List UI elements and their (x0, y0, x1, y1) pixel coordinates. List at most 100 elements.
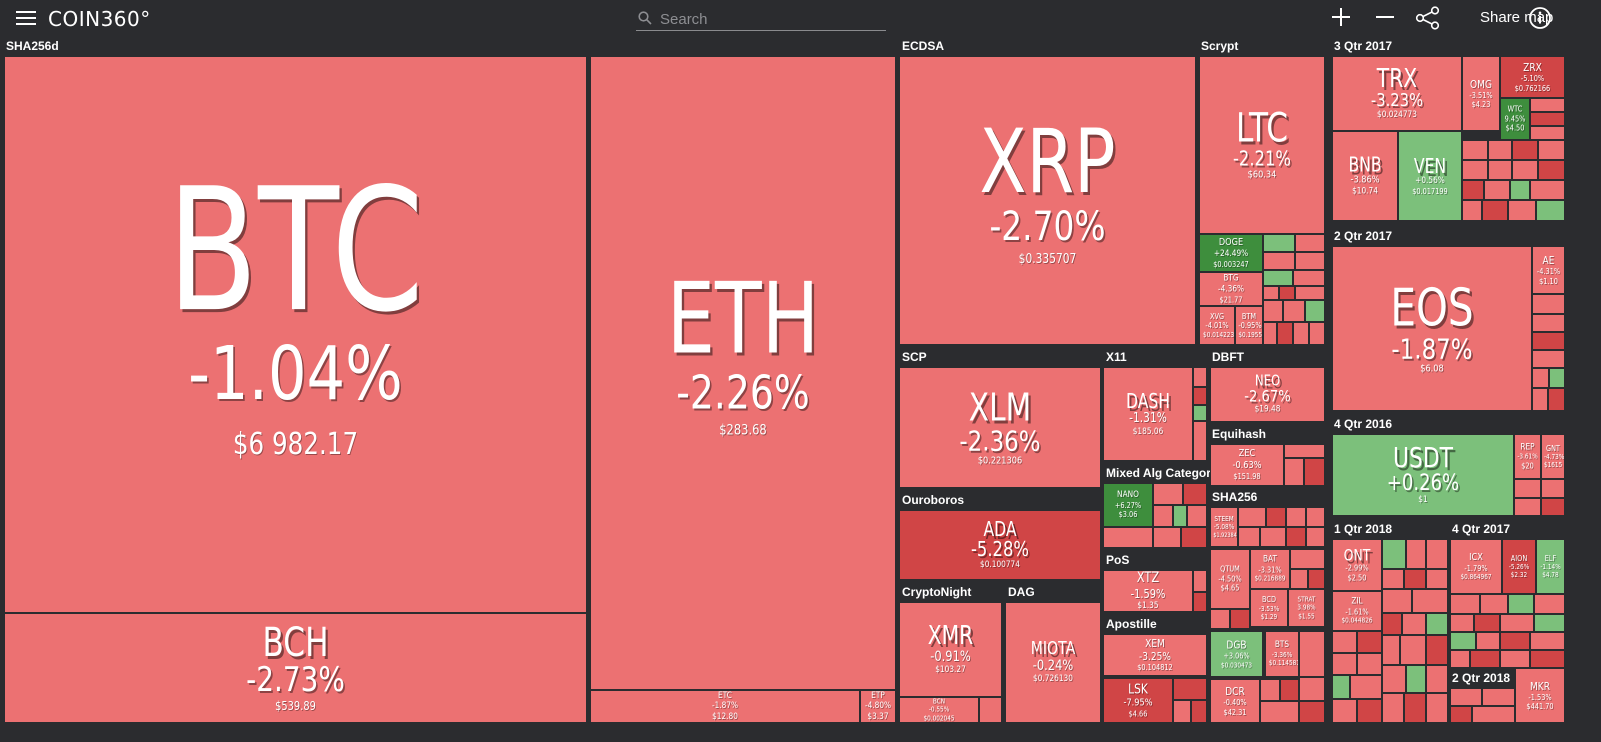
tile-zrx-change: -5.10% (1520, 74, 1545, 83)
tile-xtz[interactable]: XTZ -1.59% $1.35 (1103, 570, 1193, 612)
tile-dgb[interactable]: DGB +3.06% $0.030473 (1210, 631, 1263, 677)
tile-xem[interactable]: XEM -3.25% $0.104812 (1103, 634, 1207, 676)
tile-strat[interactable]: STRAT 3.98% $1.55 (1288, 589, 1325, 627)
tile-neo[interactable]: NEO -2.67% $19.48 (1210, 367, 1325, 422)
tile-dcr[interactable]: DCR -0.40% $42.31 (1210, 679, 1260, 723)
tile-xlm-symbol: XLM (968, 384, 1032, 429)
tile-etc-change: -1.87% (711, 701, 739, 712)
tile-etp[interactable]: ETP -4.80% $3.37 (860, 690, 896, 723)
search-box[interactable] (636, 8, 886, 31)
tile-bcn-change: -0.55% (928, 705, 950, 714)
tile-steem[interactable]: STEEM -5.08% $1.92384 (1210, 507, 1238, 547)
tile-bat[interactable]: BAT -3.31% $0.216889 (1250, 549, 1290, 589)
tile-xmr[interactable]: XMR -0.91% $103.27 (899, 602, 1002, 697)
tile-xlm[interactable]: XLM -2.36% $0.221306 (899, 367, 1101, 488)
tile-bch[interactable]: BCH -2.73% $539.89 (4, 613, 587, 723)
tile-bcn[interactable]: BCN -0.55% $0.002045 (899, 697, 979, 723)
share-map-button[interactable]: Share map (1480, 9, 1554, 26)
tile-btc-price: $6 982.17 (232, 427, 359, 463)
tile-gnt[interactable]: GNT -4.73% $1615 (1541, 434, 1565, 479)
tile-qtum-change: -4.50% (1218, 574, 1242, 584)
tile-gnt-change: -4.73% (1543, 452, 1565, 461)
tile-zrx[interactable]: ZRX -5.10% $0.762166 (1500, 56, 1565, 98)
tile-trx[interactable]: TRX -3.23% $0.024773 (1332, 56, 1462, 131)
tile-dash[interactable]: DASH -1.31% $185.06 (1103, 367, 1193, 461)
tile-wtc[interactable]: WTC 9.45% $4.50 (1500, 98, 1530, 140)
tile-bcd[interactable]: BCD -3.53% $1.29 (1250, 589, 1288, 627)
tile-miota-symbol: MIOTA (1030, 637, 1076, 659)
zoom-out-icon[interactable] (1374, 6, 1396, 28)
tile-bts[interactable]: BTS -3.36% $0.114581 (1265, 631, 1299, 677)
tile-etp-change: -4.80% (864, 701, 892, 712)
small-coins-mosaic-q2 (1532, 294, 1565, 411)
search-input[interactable] (658, 8, 882, 30)
tile-ont[interactable]: ONT -2.99% $2.50 (1332, 539, 1382, 591)
tile-ada[interactable]: ADA -5.28% $0.100774 (899, 510, 1101, 580)
tile-usdt-price: $1 (1418, 495, 1428, 506)
tile-miota[interactable]: MIOTA -0.24% $0.726130 (1005, 602, 1101, 723)
tile-usdt[interactable]: USDT +0.26% $1 (1332, 434, 1514, 516)
tile-qtum[interactable]: QTUM -4.50% $4.65 (1210, 549, 1250, 609)
tile-xrp-symbol: XRP (979, 109, 1116, 213)
tile-ae[interactable]: AE -4.31% $1.10 (1532, 246, 1565, 294)
tile-zec[interactable]: ZEC -0.63% $151.98 (1210, 444, 1284, 486)
tile-bcn-price: $0.002045 (923, 714, 955, 723)
tile-neo-price: $19.48 (1254, 405, 1281, 415)
tile-zil[interactable]: ZIL -1.61% $0.044826 (1332, 591, 1382, 631)
small-coins-mosaic-q3a (1530, 98, 1565, 140)
zoom-in-icon[interactable] (1330, 6, 1352, 28)
tile-doge[interactable]: DOGE +24.49% $0.003247 (1199, 234, 1263, 272)
tile-eth[interactable]: ETH -2.26% $283.68 (590, 56, 896, 690)
tile-mkr[interactable]: MKR -1.53% $441.70 (1515, 668, 1565, 723)
tile-xem-price: $0.104812 (1137, 663, 1173, 673)
tile-ae-price: $1.10 (1539, 276, 1558, 286)
tile-ae-symbol: AE (1542, 253, 1555, 267)
tile-xtz-symbol: XTZ (1136, 570, 1160, 587)
tile-miota-change: -0.24% (1032, 657, 1074, 674)
hamburger-menu-icon[interactable] (16, 11, 36, 25)
small-coins-mosaic-apostille (1173, 678, 1207, 723)
tile-aion[interactable]: AION -5.26% $2.32 (1502, 539, 1536, 594)
tile-ont-price: $2.50 (1347, 573, 1367, 582)
tile-bnb-change: -3.86% (1350, 174, 1380, 186)
app-logo[interactable]: COIN360° (48, 7, 151, 31)
tile-dcr-change: -0.40% (1223, 698, 1247, 707)
tile-omg[interactable]: OMG -3.51% $4.23 (1462, 56, 1500, 131)
tile-dash-change: -1.31% (1129, 410, 1167, 426)
tile-xtz-change: -1.59% (1130, 586, 1166, 601)
group-label-mixed-alg: Mixed Alg Category (1106, 466, 1218, 480)
tile-neo-change: -2.67% (1244, 386, 1291, 406)
tile-xem-symbol: XEM (1145, 637, 1165, 651)
tile-nano[interactable]: NANO +6.27% $3.06 (1103, 483, 1153, 527)
tile-lsk[interactable]: LSK -7.95% $4.66 (1103, 678, 1173, 723)
info-icon[interactable] (1528, 6, 1552, 30)
small-coins-mosaic-q4-2016 (1514, 479, 1565, 516)
tile-elf[interactable]: ELF -1.14% $4.78 (1536, 539, 1565, 594)
small-coins-mosaic-q4-2017 (1450, 594, 1565, 668)
tile-etc[interactable]: ETC -1.87% $12.80 (590, 690, 860, 723)
tile-btc-symbol: BTC (167, 151, 424, 350)
tile-zrx-symbol: ZRX (1523, 60, 1542, 74)
tile-ven-symbol: VEN (1413, 153, 1447, 178)
tile-ltc[interactable]: LTC -2.21% $60.34 (1199, 56, 1325, 234)
tile-lsk-symbol: LSK (1128, 681, 1148, 697)
group-label-3-qtr-2017: 3 Qtr 2017 (1334, 39, 1393, 53)
tile-xvg[interactable]: XVG -4.01% $0.014223 (1199, 306, 1235, 345)
tile-icx-change: -1.79% (1464, 563, 1488, 573)
tile-btm[interactable]: BTM -0.95% $0.19551 (1235, 306, 1263, 345)
tile-icx[interactable]: ICX -1.79% $0.864967 (1450, 539, 1502, 594)
tile-rep[interactable]: REP -3.61% $20 (1514, 434, 1541, 479)
tile-btc[interactable]: BTC -1.04% $6 982.17 (4, 56, 587, 613)
tile-ven[interactable]: VEN +0.56% $0.017199 (1398, 131, 1462, 221)
tile-nano-change: +6.27% (1114, 500, 1142, 510)
group-label-dbft: DBFT (1212, 350, 1244, 364)
tile-bnb[interactable]: BNB -3.86% $10.74 (1332, 131, 1398, 221)
tile-ltc-symbol: LTC (1235, 105, 1289, 152)
tile-btg[interactable]: BTG -4.36% $21.77 (1199, 272, 1263, 306)
tile-xrp[interactable]: XRP -2.70% $0.335707 (899, 56, 1196, 345)
tile-xlm-change: -2.36% (959, 423, 1041, 457)
tile-eos[interactable]: EOS -1.87% $6.08 (1332, 246, 1532, 411)
tile-dcr-symbol: DCR (1225, 684, 1245, 698)
share-icon[interactable] (1415, 6, 1441, 30)
tile-aion-symbol: AION (1510, 553, 1528, 563)
